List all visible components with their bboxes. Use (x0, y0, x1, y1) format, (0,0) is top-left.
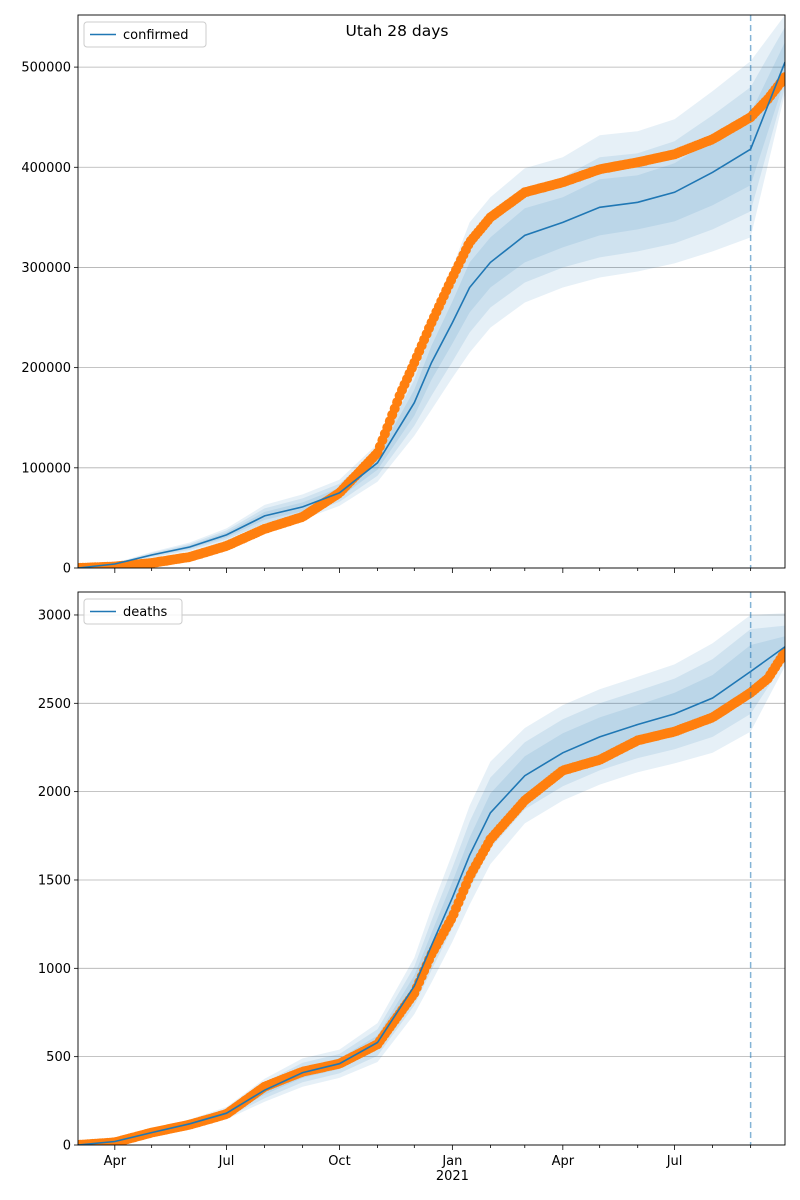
axes-frame (77, 591, 786, 1146)
y-tick-label: 200000 (21, 361, 71, 376)
y-tick-label: 400000 (21, 161, 71, 176)
y-tick-label: 500 (46, 1050, 71, 1065)
x-tick-label: Apr (104, 1154, 127, 1169)
legend: confirmed (83, 21, 207, 48)
model-line (78, 670, 752, 1145)
observed-point (780, 72, 785, 83)
x-tick-label: Jan (441, 1154, 462, 1169)
uncertainty-band (78, 645, 751, 1145)
y-tick-label: 300000 (21, 261, 71, 276)
forecast-band (750, 27, 785, 212)
legend: deaths (83, 598, 183, 625)
axes-frame (77, 14, 786, 569)
legend-box (83, 21, 207, 48)
forecast-line (750, 646, 785, 673)
x-tick-label: Apr (552, 1154, 575, 1169)
legend-label: deaths (123, 605, 168, 620)
y-tick-label: 1000 (38, 962, 71, 977)
uncertainty-band (78, 629, 751, 1145)
y-tick-label: 500000 (21, 61, 71, 76)
plot-area (78, 613, 785, 1145)
plot-area (78, 15, 785, 568)
forecast-band (750, 42, 785, 186)
x-year-label: 2021 (436, 1169, 469, 1184)
uncertainty-band (78, 113, 751, 568)
y-tick-label: 3000 (38, 608, 71, 623)
y-tick-label: 0 (63, 562, 71, 577)
y-tick-label: 0 (63, 1139, 71, 1154)
forecast-band (750, 15, 785, 238)
uncertainty-band (78, 61, 751, 568)
legend-box (83, 598, 183, 625)
y-tick-label: 2500 (38, 697, 71, 712)
x-tick-label: Jul (218, 1154, 235, 1169)
confirmed-panel: 0 100000 200000 300000 400000 500000 confirmed (21, 14, 786, 577)
uncertainty-band (78, 87, 751, 568)
x-tick-label: Jul (666, 1154, 683, 1169)
forecast-line (749, 61, 785, 150)
observed-series (78, 72, 785, 568)
uncertainty-band (78, 615, 751, 1145)
y-tick-label: 100000 (21, 461, 71, 476)
x-axis: Apr Jul Oct Jan Apr Jul 2021 (104, 1154, 683, 1184)
y-tick-label: 1500 (38, 873, 71, 888)
x-tick-label: Oct (328, 1154, 350, 1169)
chart-title: Utah 28 days (346, 22, 449, 40)
model-line (78, 148, 752, 568)
y-tick-label: 2000 (38, 785, 71, 800)
deaths-panel: 0 500 1000 1500 2000 2500 3000 deaths (38, 591, 786, 1154)
legend-label: confirmed (123, 28, 189, 43)
